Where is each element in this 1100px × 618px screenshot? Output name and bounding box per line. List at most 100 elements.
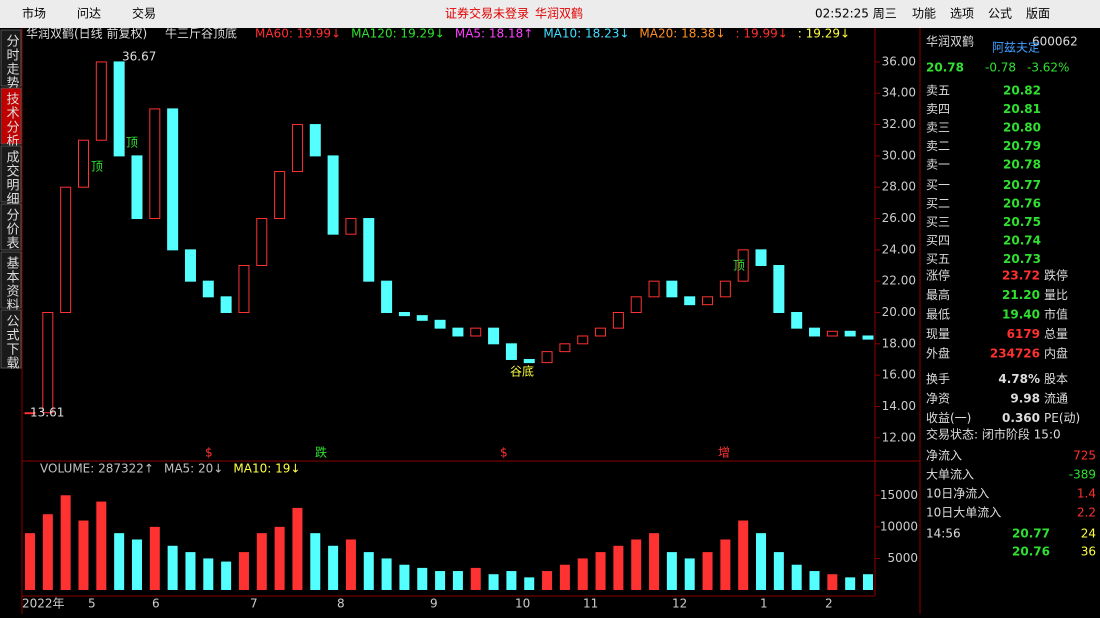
- menu-item[interactable]: 交易: [132, 6, 156, 21]
- volume-bar: [131, 539, 142, 590]
- book-price: 20.81: [1003, 102, 1041, 116]
- volume-legend: VOLUME: 287322↑: [40, 462, 154, 476]
- book-label: 卖五: [926, 84, 950, 98]
- volume-bar: [470, 567, 481, 590]
- menu-item[interactable]: 市场: [22, 6, 46, 21]
- menu-item[interactable]: 公式: [988, 7, 1012, 21]
- candle: [220, 296, 232, 313]
- candle: [291, 124, 303, 173]
- candle: [791, 311, 803, 329]
- candle: [238, 265, 250, 313]
- y-tick-label: 36.00: [882, 54, 916, 68]
- stat-label: 涨停: [926, 268, 950, 283]
- stat-label: 量比: [1044, 288, 1068, 302]
- menu-item[interactable]: 版面: [1026, 7, 1050, 21]
- volume-bar: [773, 552, 784, 590]
- stat-label: 流通: [1044, 392, 1068, 406]
- book-label: 买四: [926, 234, 950, 248]
- book-label: 卖四: [926, 102, 950, 116]
- sidebar-tab-label[interactable]: 基本资料: [4, 256, 20, 312]
- candle: [77, 139, 89, 188]
- sidebar-tab[interactable]: [0, 203, 22, 251]
- volume-bar: [577, 558, 588, 590]
- stat-value: 0.360: [1002, 411, 1040, 425]
- menu-item[interactable]: 选项: [950, 7, 974, 21]
- stock-name: 华润双鹤: [535, 6, 583, 21]
- y-tick-label: 28.00: [882, 180, 916, 194]
- stat-label: 换手: [926, 372, 950, 386]
- volume-bar: [649, 533, 660, 590]
- volume-bar: [827, 574, 838, 590]
- candle: [648, 280, 660, 298]
- tick-price: 20.77: [1012, 527, 1050, 541]
- book-price: 20.76: [1003, 197, 1041, 211]
- candle: [737, 249, 749, 282]
- x-axis-label: 1: [760, 597, 768, 611]
- trade-state: 交易状态: 闭市阶段 15:0: [926, 427, 1061, 442]
- volume-bar: [399, 564, 410, 590]
- y-tick-label: 14.00: [882, 399, 916, 413]
- volume-bar: [256, 533, 267, 590]
- candle: [309, 124, 321, 157]
- stat-value: 4.78%: [998, 372, 1040, 386]
- chart-title: 华润双鹤(日线 前复权): [26, 26, 147, 41]
- sidebar-tab[interactable]: [0, 29, 22, 87]
- candle: [398, 311, 410, 317]
- book-label: 买五: [926, 252, 950, 266]
- volume-bar: [203, 558, 214, 590]
- y-tick-label: 32.00: [882, 117, 916, 131]
- sidebar-tab-label[interactable]: 分价表: [4, 208, 20, 250]
- menu-item[interactable]: 功能: [912, 7, 936, 21]
- y-tick-label: 12.00: [882, 430, 916, 444]
- sidebar-tab[interactable]: [0, 309, 22, 369]
- candle: [256, 218, 268, 267]
- volume-bar: [185, 552, 196, 590]
- volume-bar: [417, 567, 428, 590]
- stat-label: PE(动): [1044, 411, 1080, 425]
- y-tick-label: 18.00: [882, 336, 916, 350]
- legend-entry: MA10: 18.23↓: [543, 27, 629, 41]
- sidebar-tab-label[interactable]: 分时走势: [4, 34, 20, 90]
- y-tick-label: 15000: [880, 488, 918, 502]
- signal: 跌: [315, 445, 327, 460]
- x-axis-label: 12: [672, 597, 687, 611]
- sidebar-tab-label[interactable]: 技术分析: [4, 92, 20, 148]
- y-tick-label: 30.00: [882, 148, 916, 162]
- x-axis-label: 5: [88, 597, 96, 611]
- stock-name: 华润双鹤: [926, 34, 974, 49]
- book-price: 20.73: [1003, 252, 1041, 266]
- candle: [327, 155, 339, 235]
- y-tick-label: 26.00: [882, 211, 916, 225]
- sidebar-tab[interactable]: [0, 87, 22, 145]
- y-tick-label: 22.00: [882, 274, 916, 288]
- volume-bar: [613, 545, 624, 590]
- candle: [95, 61, 107, 141]
- book-label: 卖三: [926, 121, 950, 135]
- stat-value: 23.72: [1002, 269, 1040, 283]
- book-label: 卖一: [926, 158, 950, 172]
- signal: $: [205, 446, 213, 460]
- candle: [470, 327, 482, 337]
- change: -0.78: [985, 61, 1016, 75]
- flow-label: 10日大单流入: [926, 506, 1001, 520]
- candle: [416, 315, 428, 321]
- book-price: 20.77: [1003, 178, 1041, 192]
- y-tick-label: 5000: [887, 551, 918, 565]
- volume-bar: [328, 545, 339, 590]
- sidebar-tab-label[interactable]: 成交明细: [4, 150, 20, 206]
- signal: $: [500, 446, 508, 460]
- menu-item[interactable]: 问达: [77, 7, 101, 21]
- volume-bar: [292, 507, 303, 590]
- book-label: 卖二: [926, 139, 950, 153]
- volume-bar: [809, 571, 820, 590]
- stat-value: 21.20: [1002, 288, 1040, 302]
- stat-value: 19.40: [1002, 308, 1040, 322]
- sidebar-tab[interactable]: [0, 251, 22, 309]
- sidebar-tab-label[interactable]: 公式下载: [4, 314, 20, 370]
- volume-bar: [310, 533, 321, 590]
- sidebar-tab[interactable]: [0, 145, 22, 203]
- x-axis-label: 6: [152, 597, 160, 611]
- volume-bar: [96, 501, 107, 590]
